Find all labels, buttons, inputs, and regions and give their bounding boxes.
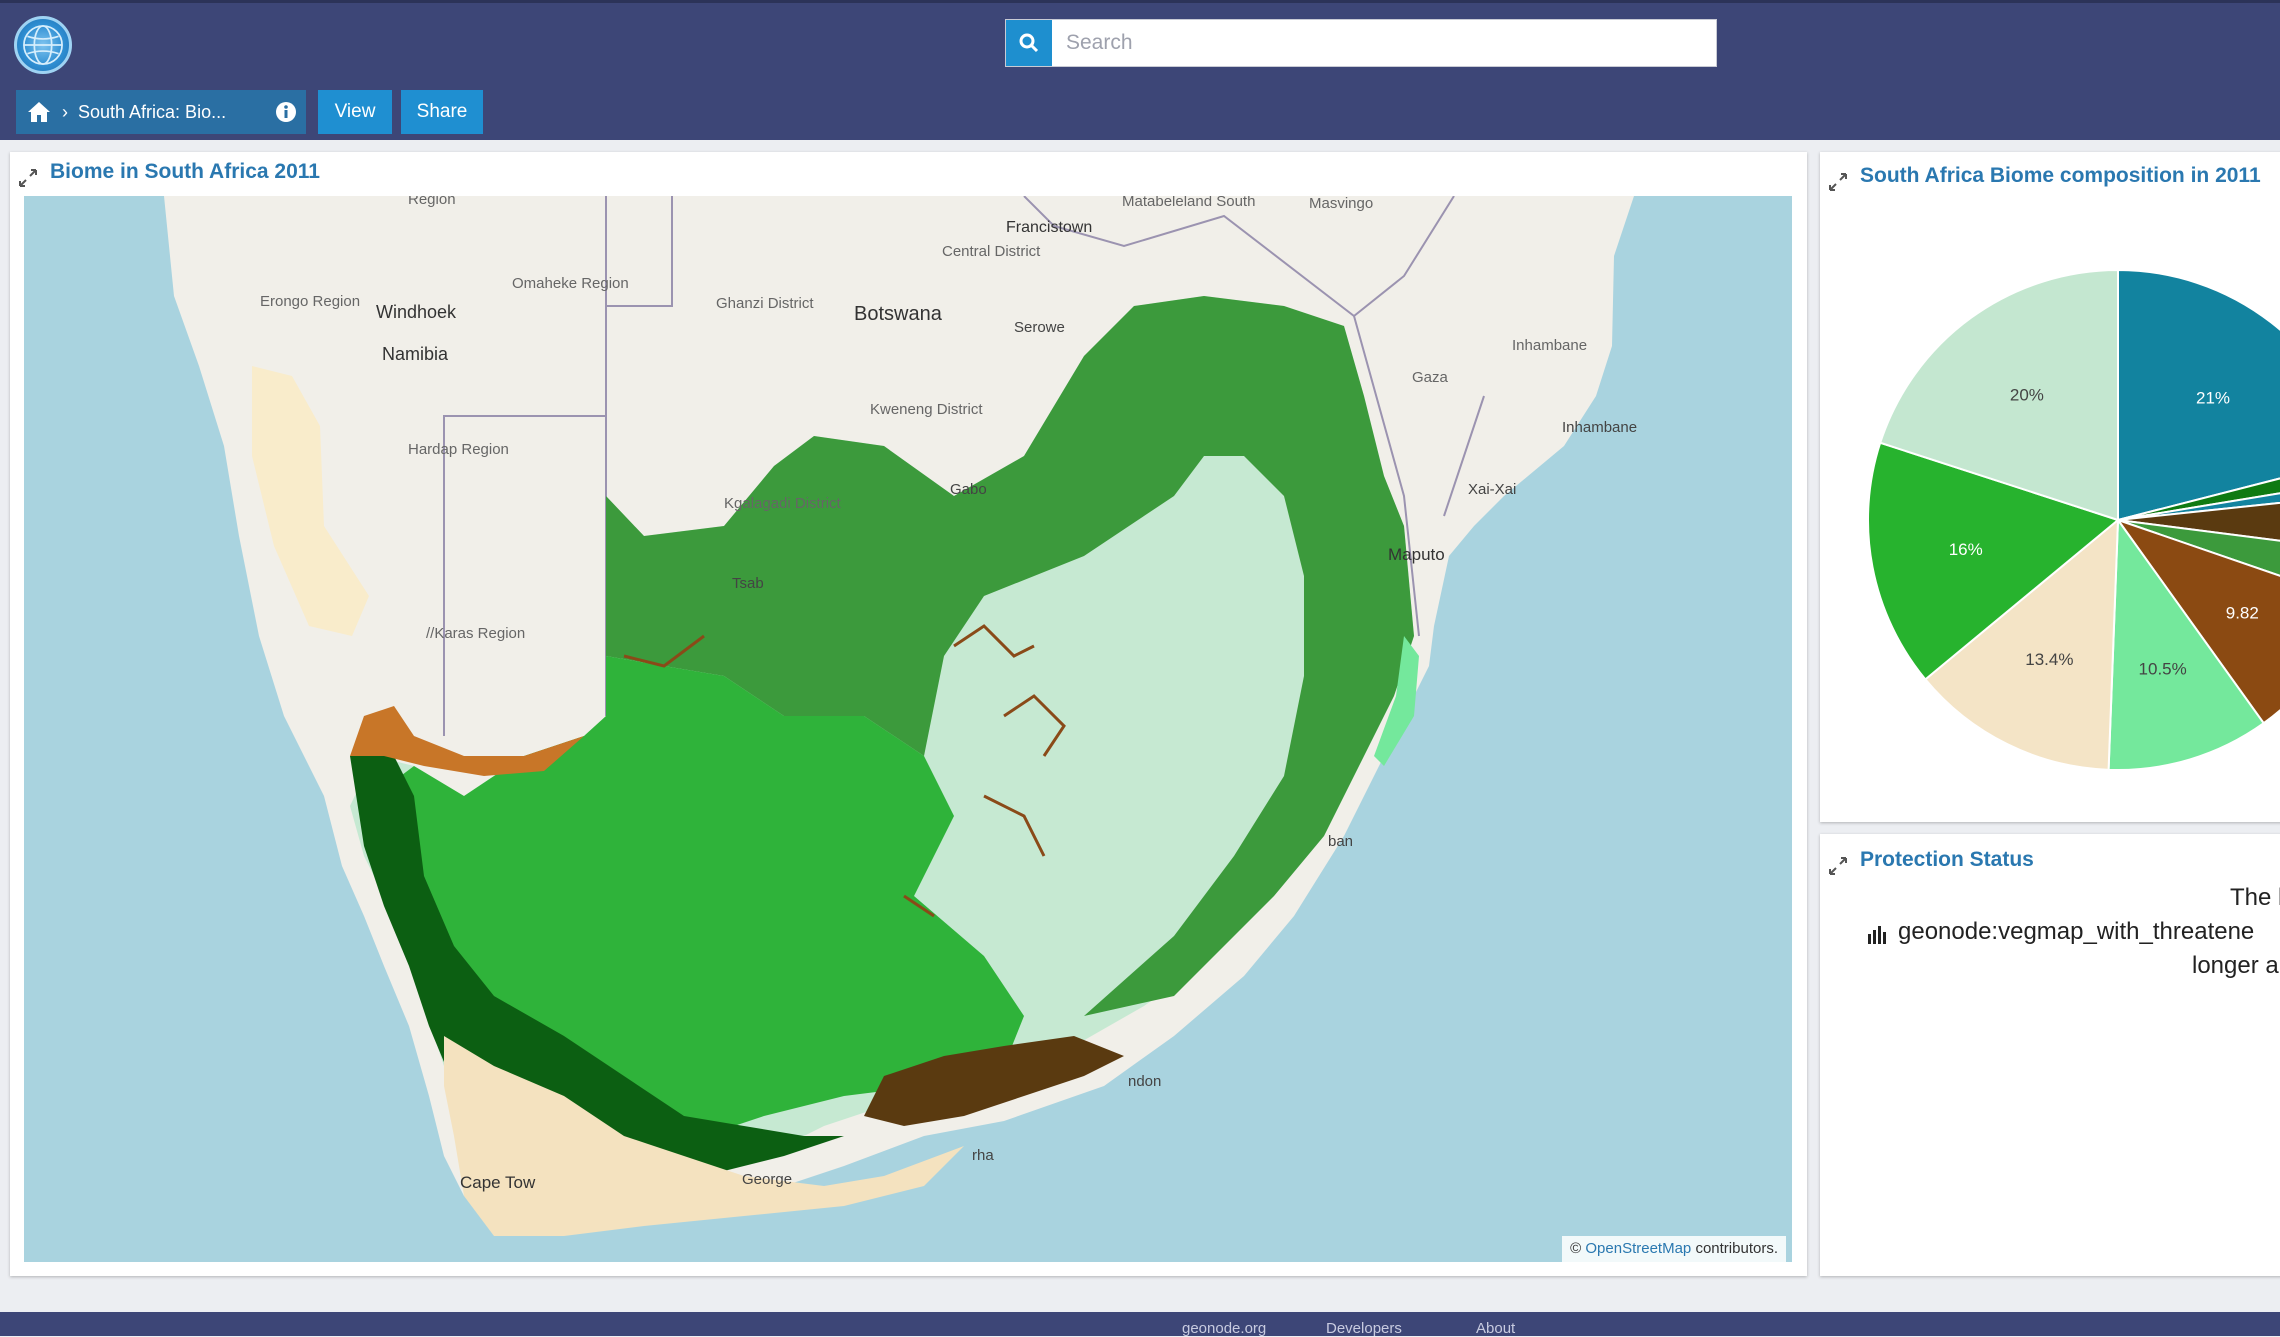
footer-link-about[interactable]: About — [1476, 1320, 1516, 1337]
home-link[interactable] — [16, 101, 62, 123]
info-icon — [276, 102, 296, 122]
map-label-12: Inhambane — [1512, 337, 1587, 354]
map-label-1: Matabeleland South — [1122, 196, 1255, 210]
pie-slice-label: 10.5% — [2139, 659, 2187, 678]
map-label-10: Serowe — [1014, 319, 1065, 336]
map-label-6: Windhoek — [376, 302, 457, 322]
pie-slice[interactable] — [1878, 268, 2119, 522]
pie-slice-label: 13.4% — [2025, 650, 2073, 669]
breadcrumb: › South Africa: Bio... — [16, 90, 306, 134]
home-icon — [28, 102, 50, 122]
search-bar — [1005, 19, 1717, 67]
map-panel-title: Biome in South Africa 2011 — [50, 160, 320, 183]
pie-slice[interactable] — [2115, 518, 2280, 725]
biome-fynbos — [444, 1036, 964, 1236]
map-label-16: Inhambane — [1562, 419, 1637, 436]
biome-coastal-belt — [1374, 636, 1419, 766]
biome-albany-thicket — [864, 1036, 1124, 1126]
view-button[interactable]: View — [318, 90, 392, 134]
biome-pie-chart[interactable]: 21% 9.82 10.5% 13.4% 16% 20% — [1820, 200, 2280, 800]
pie-slice[interactable] — [2107, 517, 2266, 771]
pie-slice[interactable] — [1923, 517, 2120, 771]
footer: geonode.org Developers About — [0, 1312, 2280, 1337]
chevron-right-icon: › — [62, 101, 68, 122]
pie-slice[interactable] — [2117, 479, 2280, 521]
map-label-4: Central District — [942, 243, 1041, 260]
pie-slice[interactable] — [2117, 494, 2280, 552]
biome-desert — [350, 706, 584, 776]
map-label-15: Kweneng District — [870, 401, 983, 418]
map-label-8: Ghanzi District — [716, 295, 814, 312]
map-label-19: Xai-Xai — [1468, 481, 1516, 498]
map-label-11: Namibia — [382, 344, 449, 364]
pie-slice-label: 21% — [2196, 389, 2230, 408]
pie-slice-label: 20% — [2010, 386, 2044, 405]
biome-nama-karoo — [374, 656, 1024, 1136]
share-button[interactable]: Share — [401, 90, 483, 134]
search-button[interactable] — [1006, 20, 1052, 66]
search-input[interactable] — [1052, 20, 1716, 66]
map-label-3: Francistown — [1006, 219, 1092, 236]
protection-panel-title: Protection Status — [1860, 848, 2034, 871]
pie-slice[interactable] — [2117, 268, 2280, 522]
pie-slice-label: 16% — [1949, 540, 1983, 559]
map-label-20: Maputo — [1388, 545, 1445, 564]
osm-link[interactable]: OpenStreetMap — [1585, 1240, 1692, 1257]
map-label-14: Hardap Region — [408, 441, 509, 458]
map-label-5: Erongo Region — [260, 293, 360, 310]
pie-panel-title: South Africa Biome composition in 2011 — [1860, 164, 2261, 187]
map-label-7: Omaheke Region — [512, 275, 629, 292]
biome-forest — [623, 624, 1066, 918]
protection-text-line2: geonode:vegmap_with_threatene — [1898, 918, 2255, 945]
map-label-17: Gabo — [950, 481, 987, 498]
map-label-23: ban — [1328, 833, 1353, 850]
info-button[interactable] — [266, 101, 306, 123]
map-attribution: © OpenStreetMap contributors. — [1562, 1236, 1786, 1262]
attribution-prefix: © — [1570, 1240, 1582, 1257]
map-label-21: Tsab — [732, 575, 764, 592]
biome-map[interactable]: Region Matabeleland South Masvingo Franc… — [24, 196, 1792, 1262]
breadcrumb-title[interactable]: South Africa: Bio... — [78, 101, 227, 122]
footer-link-geonode[interactable]: geonode.org — [1182, 1320, 1267, 1337]
map-label-25: rha — [972, 1147, 994, 1164]
bar-chart-icon — [1868, 926, 1886, 944]
map-canvas[interactable]: Region Matabeleland South Masvingo Franc… — [24, 196, 1792, 1262]
namib-desert — [252, 366, 369, 636]
attribution-suffix: contributors. — [1695, 1240, 1778, 1257]
map-label-27: George — [742, 1171, 792, 1188]
map-label-0: Region — [408, 196, 456, 208]
map-label-2: Masvingo — [1309, 196, 1373, 212]
expand-icon[interactable] — [18, 168, 38, 188]
footer-link-developers[interactable]: Developers — [1326, 1320, 1402, 1337]
map-label-9: Botswana — [854, 303, 943, 325]
pie-slice[interactable] — [1867, 441, 2121, 681]
map-label-24: ndon — [1128, 1073, 1161, 1090]
map-label-18: Kgalagadi District — [724, 495, 842, 512]
pie-slice-label: 9.82 — [2226, 604, 2259, 623]
expand-icon[interactable] — [1828, 856, 1848, 876]
geonode-logo[interactable] — [14, 16, 72, 74]
pie-slice[interactable] — [2117, 458, 2280, 521]
globe-icon — [23, 25, 63, 65]
map-label-13: Gaza — [1412, 369, 1449, 386]
protection-text-line3: longer a — [2192, 952, 2279, 979]
map-label-26: Cape Tow — [460, 1173, 536, 1192]
biome-grassland — [606, 296, 1414, 1016]
protection-panel — [1820, 834, 2280, 1276]
expand-icon[interactable] — [1828, 172, 1848, 192]
map-label-22: //Karas Region — [426, 625, 525, 642]
search-icon — [1019, 33, 1039, 53]
protection-text-line1: The l — [2230, 884, 2280, 911]
